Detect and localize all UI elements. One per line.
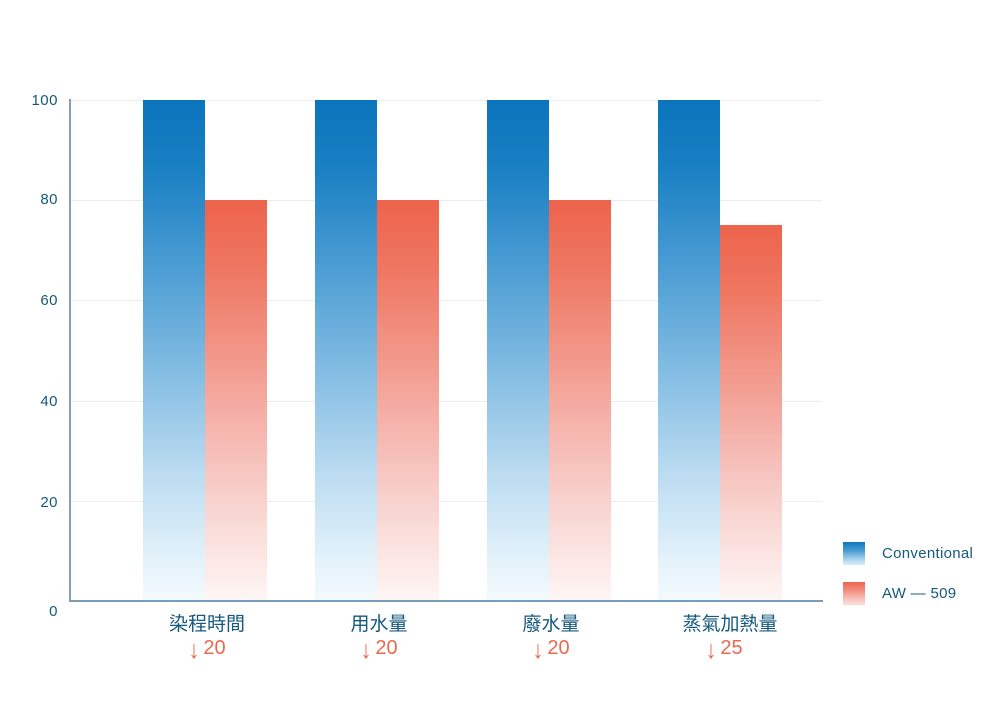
bar-aw509-group4 <box>720 225 782 601</box>
y-tick-20: 20 <box>40 494 58 511</box>
category-label-dyeing-time: 染程時間 <box>168 614 246 635</box>
bar-conventional-group4 <box>658 100 720 601</box>
gridline-20 <box>69 501 822 502</box>
y-tick-80: 80 <box>40 191 58 208</box>
down-arrow-icon: ↓ <box>360 635 372 664</box>
annotation-group1: ↓ 20 <box>188 634 226 664</box>
y-tick-40: 40 <box>40 393 58 410</box>
legend-label: AW — 509 <box>882 585 957 602</box>
gridline-80 <box>69 200 822 201</box>
gridline-60 <box>69 300 822 301</box>
y-tick-0: 0 <box>49 603 58 620</box>
annotation-group2: ↓ 20 <box>360 634 398 664</box>
annotation-value: 20 <box>547 637 570 659</box>
annotation-value: 25 <box>720 637 743 659</box>
legend-label: Conventional <box>882 545 974 562</box>
category-label-water-usage: 用水量 <box>350 614 408 635</box>
legend-swatch-red-icon <box>843 582 865 605</box>
legend: Conventional AW — 509 <box>843 542 973 622</box>
legend-swatch-blue-icon <box>843 542 865 565</box>
plot-area <box>69 100 822 601</box>
gridline-40 <box>69 401 822 402</box>
annotation-value: 20 <box>203 637 226 659</box>
legend-item-conventional: Conventional <box>843 542 973 565</box>
bar-aw509-group1 <box>205 200 267 601</box>
down-arrow-icon: ↓ <box>532 635 544 664</box>
annotation-value: 20 <box>375 637 398 659</box>
x-axis-line <box>69 600 823 602</box>
category-label-wastewater: 廢水量 <box>522 614 580 635</box>
bar-aw509-group3 <box>549 200 611 601</box>
category-label-steam-heat: 蒸氣加熱量 <box>682 614 778 635</box>
bar-conventional-group1 <box>143 100 205 601</box>
annotation-group3: ↓ 20 <box>532 634 570 664</box>
bar-conventional-group3 <box>487 100 549 601</box>
down-arrow-icon: ↓ <box>188 635 200 664</box>
annotation-group4: ↓ 25 <box>705 634 743 664</box>
y-axis-line <box>69 99 71 602</box>
legend-item-aw509: AW — 509 <box>843 582 973 605</box>
y-tick-60: 60 <box>40 292 58 309</box>
bar-aw509-group2 <box>377 200 439 601</box>
bar-conventional-group2 <box>315 100 377 601</box>
gridline-100 <box>69 100 822 101</box>
y-tick-100: 100 <box>31 92 58 109</box>
down-arrow-icon: ↓ <box>705 635 717 664</box>
